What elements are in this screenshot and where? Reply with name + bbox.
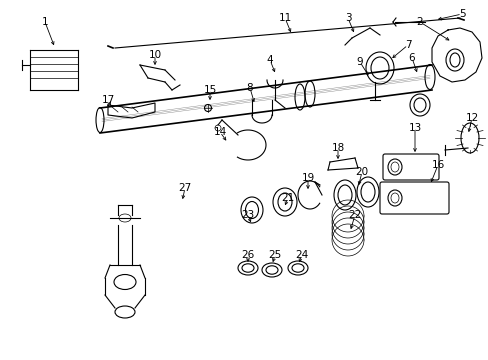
- Text: 8: 8: [246, 83, 253, 93]
- Text: 24: 24: [295, 250, 308, 260]
- Text: 11: 11: [278, 13, 291, 23]
- Text: 10: 10: [148, 50, 161, 60]
- Text: 26: 26: [241, 250, 254, 260]
- Text: 7: 7: [404, 40, 410, 50]
- Text: 1: 1: [41, 17, 48, 27]
- Text: 25: 25: [268, 250, 281, 260]
- Text: 21: 21: [281, 193, 294, 203]
- Text: 12: 12: [465, 113, 478, 123]
- Text: 22: 22: [347, 210, 361, 220]
- Text: 5: 5: [458, 9, 465, 19]
- Text: 3: 3: [344, 13, 350, 23]
- Text: 14: 14: [213, 127, 226, 137]
- Text: 6: 6: [408, 53, 414, 63]
- Text: 16: 16: [430, 160, 444, 170]
- Text: 13: 13: [407, 123, 421, 133]
- Text: 17: 17: [101, 95, 114, 105]
- Text: 15: 15: [203, 85, 216, 95]
- Text: 23: 23: [241, 210, 254, 220]
- Text: 4: 4: [266, 55, 273, 65]
- Text: 19: 19: [301, 173, 314, 183]
- Text: 27: 27: [178, 183, 191, 193]
- Text: 20: 20: [355, 167, 368, 177]
- Text: 18: 18: [331, 143, 344, 153]
- Text: 2: 2: [416, 17, 423, 27]
- Text: 9: 9: [356, 57, 363, 67]
